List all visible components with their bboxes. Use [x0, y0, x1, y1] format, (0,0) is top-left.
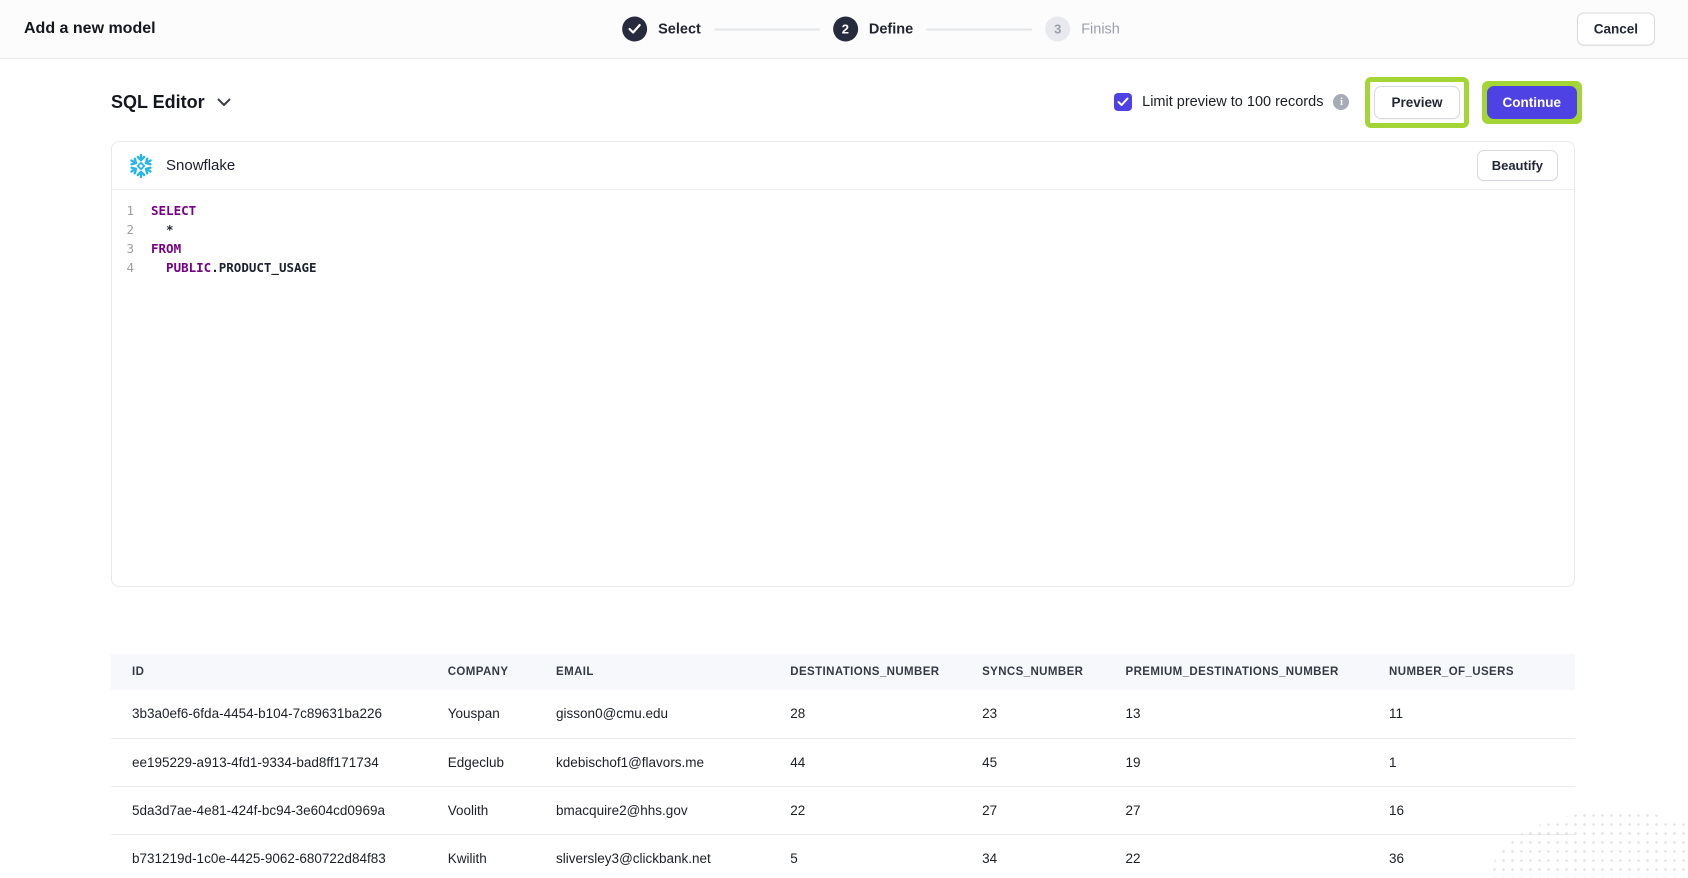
table-cell: ee195229-a913-4fd1-9334-bad8ff171734 — [132, 754, 379, 770]
table-cell: b731219d-1c0e-4425-9062-680722d84f83 — [132, 850, 386, 866]
table-header-row: ID COMPANY EMAIL DESTINATIONS_NUMBER SYNCS_N… — [111, 654, 1575, 690]
code-token: .PRODUCT_USAGE — [211, 260, 317, 275]
step-connector — [926, 28, 1033, 30]
code-lines: 1 SELECT 2 * 3 FROM 4 PUBLIC .PRODUCT_USAGE — [112, 201, 1574, 277]
check-icon — [628, 24, 641, 35]
limit-preview-checkbox[interactable] — [1114, 93, 1133, 111]
table-row: 5da3d7ae-4e81-424f-bc94-3e604cd0969a Vool… — [111, 786, 1575, 834]
stepper: Select 2 Define 3 Finish — [622, 16, 1120, 42]
beautify-button[interactable]: Beautify — [1476, 150, 1558, 181]
limit-preview-group: Limit preview to 100 records i — [1114, 93, 1350, 111]
table-cell: Kwilith — [447, 850, 487, 866]
source-name: Snowflake — [166, 157, 236, 174]
table-row: b731219d-1c0e-4425-9062-680722d84f83 Kwil… — [111, 834, 1575, 878]
table-cell: 1 — [1389, 754, 1397, 770]
step-select-label: Select — [658, 21, 701, 37]
table-body: 3b3a0ef6-6fda-4454-b104-7c89631ba226 Yous… — [111, 690, 1575, 878]
table-cell: Youspan — [447, 706, 500, 722]
top-bar: Add a new model Select 2 Define 3 Finish — [0, 0, 1688, 59]
column-header: COMPANY — [447, 666, 509, 678]
info-icon[interactable]: i — [1333, 94, 1350, 110]
table-cell: 28 — [790, 706, 806, 722]
limit-preview-label[interactable]: Limit preview to 100 records — [1142, 94, 1324, 110]
continue-highlight-box: Continue — [1481, 80, 1582, 124]
line-number: 3 — [126, 241, 134, 256]
table-cell: 22 — [790, 802, 806, 818]
line-number: 2 — [126, 222, 134, 237]
line-number: 4 — [126, 260, 134, 275]
step-finish-circle: 3 — [1045, 16, 1071, 42]
table-cell: kdebischof1@flavors.me — [556, 754, 705, 770]
table-cell: 19 — [1125, 754, 1141, 770]
step-define-circle: 2 — [832, 16, 858, 42]
table-cell: bmacquire2@hhs.gov — [556, 802, 688, 818]
continue-button[interactable]: Continue — [1486, 85, 1577, 119]
table-cell: 23 — [982, 706, 998, 722]
step-finish: 3 Finish — [1045, 16, 1120, 42]
table-cell: 16 — [1389, 802, 1405, 818]
code-token: PUBLIC — [151, 260, 212, 275]
preview-highlight-box: Preview — [1365, 76, 1469, 128]
column-header: NUMBER_OF_USERS — [1389, 666, 1514, 678]
step-define[interactable]: 2 Define — [832, 16, 914, 42]
code-editor[interactable]: 1 SELECT 2 * 3 FROM 4 PUBLIC .PRODUCT_USAGE — [112, 190, 1574, 277]
table-cell: 13 — [1125, 706, 1141, 722]
table-cell: 5da3d7ae-4e81-424f-bc94-3e604cd0969a — [132, 802, 385, 818]
code-line[interactable]: 4 PUBLIC .PRODUCT_USAGE — [112, 258, 1574, 277]
code-token: SELECT — [151, 203, 197, 218]
code-token: FROM — [151, 241, 182, 256]
column-header: SYNCS_NUMBER — [982, 666, 1084, 678]
results-table: ID COMPANY EMAIL DESTINATIONS_NUMBER SYNCS_N… — [111, 654, 1575, 878]
table-cell: 22 — [1125, 850, 1141, 866]
cancel-button[interactable]: Cancel — [1576, 12, 1655, 46]
line-number: 1 — [126, 203, 134, 218]
editor-type-selector[interactable]: SQL Editor — [111, 92, 231, 113]
table-cell: sliversley3@clickbank.net — [556, 850, 711, 866]
snowflake-icon — [128, 153, 154, 179]
page-title: Add a new model — [24, 20, 156, 37]
step-select-circle — [622, 16, 648, 42]
toolbar-actions: Limit preview to 100 records i Preview C… — [1114, 76, 1582, 128]
table-row: ee195229-a913-4fd1-9334-bad8ff171734 Edge… — [111, 738, 1575, 786]
table-cell: 45 — [982, 754, 998, 770]
table-cell: Voolith — [447, 802, 489, 818]
column-header: ID — [132, 666, 145, 678]
toolbar: SQL Editor Limit preview to 100 records … — [111, 76, 1582, 128]
table-cell: 11 — [1389, 706, 1404, 722]
column-header: PREMIUM_DESTINATIONS_NUMBER — [1125, 666, 1339, 678]
column-header: EMAIL — [556, 666, 594, 678]
results-preview: ID COMPANY EMAIL DESTINATIONS_NUMBER SYNCS_N… — [111, 654, 1575, 878]
table-cell: Edgeclub — [447, 754, 505, 770]
code-token: * — [151, 222, 174, 237]
code-line[interactable]: 3 FROM — [112, 239, 1574, 258]
editor-type-label: SQL Editor — [111, 91, 205, 112]
table-cell: 44 — [790, 754, 806, 770]
step-finish-label: Finish — [1081, 21, 1120, 37]
table-cell: 34 — [982, 850, 998, 866]
code-line[interactable]: 2 * — [112, 220, 1574, 239]
chevron-down-icon — [217, 98, 231, 107]
table-cell: 27 — [982, 802, 998, 818]
sql-editor-panel: Snowflake Beautify 1 SELECT 2 * 3 FROM 4 PUBL… — [111, 141, 1575, 587]
table-cell: gisson0@cmu.edu — [556, 706, 669, 722]
preview-button[interactable]: Preview — [1374, 85, 1460, 119]
step-connector — [713, 28, 820, 30]
table-cell: 27 — [1125, 802, 1141, 818]
table-cell: 3b3a0ef6-6fda-4454-b104-7c89631ba226 — [132, 706, 382, 722]
code-line[interactable]: 1 SELECT — [112, 201, 1574, 220]
table-cell: 5 — [790, 850, 798, 866]
step-define-label: Define — [868, 21, 914, 37]
step-select[interactable]: Select — [622, 16, 701, 42]
source-header: Snowflake Beautify — [112, 142, 1574, 190]
table-cell: 36 — [1389, 850, 1405, 866]
column-header: DESTINATIONS_NUMBER — [790, 666, 940, 678]
table-row: 3b3a0ef6-6fda-4454-b104-7c89631ba226 Yous… — [111, 690, 1575, 738]
